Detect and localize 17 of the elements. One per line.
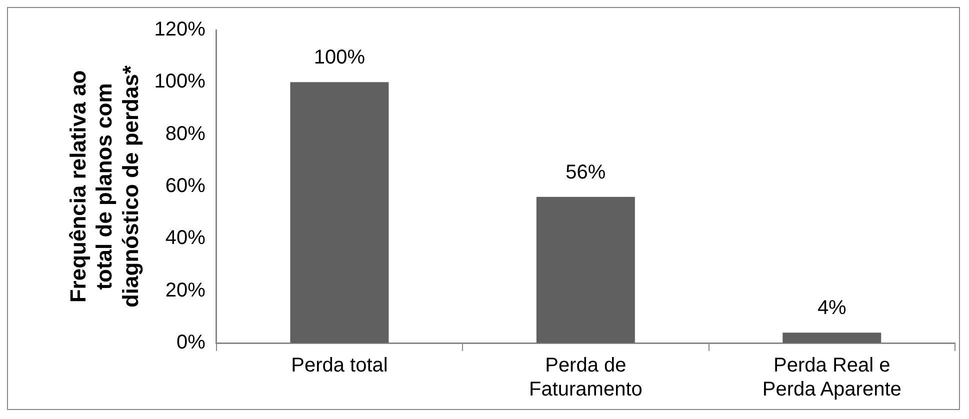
bar — [290, 82, 389, 343]
y-tick-label: 20% — [165, 279, 206, 302]
x-tick-label: Perda total — [291, 354, 388, 377]
x-tick-label: Perda de Faturamento — [528, 354, 642, 401]
data-label: 56% — [566, 161, 606, 184]
data-label: 100% — [314, 46, 366, 69]
bar — [782, 332, 882, 343]
data-label: 4% — [817, 297, 847, 320]
y-tick-label: 120% — [154, 18, 206, 41]
y-tick-label: 60% — [165, 175, 206, 198]
y-tick-label: 40% — [165, 227, 206, 250]
bar — [536, 196, 635, 343]
y-tick-label: 100% — [154, 70, 206, 93]
y-tick-label: 80% — [165, 122, 206, 145]
y-tick-label: 0% — [176, 332, 206, 354]
y-axis-title: Frequência relativa ao total de planos com diagnóstico de perdas* — [65, 65, 144, 308]
x-tick-label: Perda Real e Perda Aparente — [762, 354, 902, 401]
